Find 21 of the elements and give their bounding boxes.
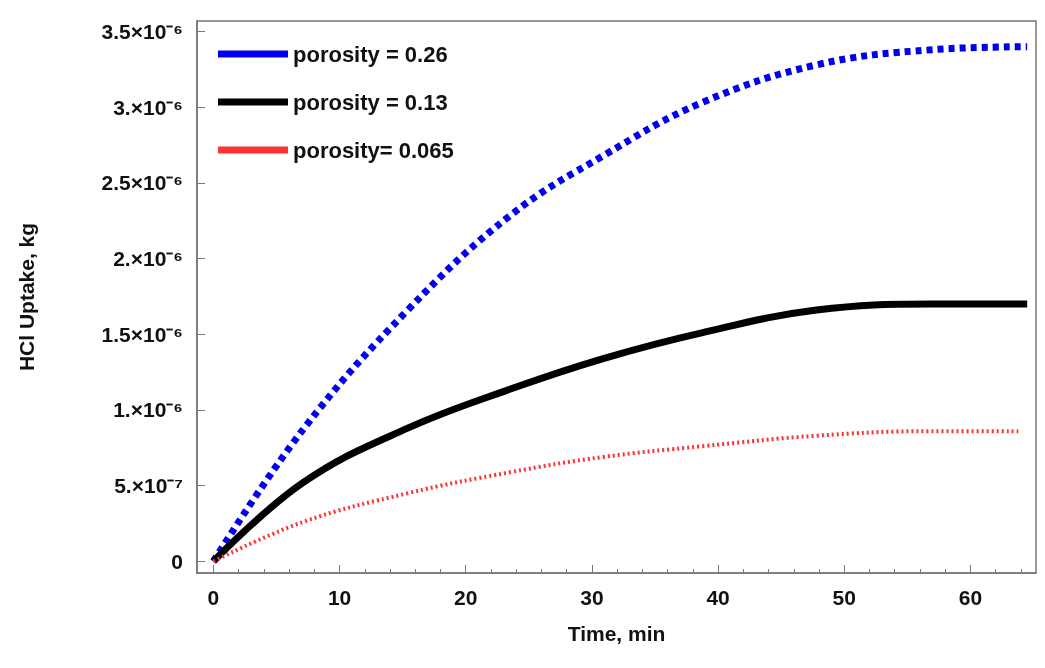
y-tick-label: 0 xyxy=(171,549,183,573)
y-tick-label: 1.5×10⁻⁶ xyxy=(101,322,183,346)
y-tick-label: 2.5×10⁻⁶ xyxy=(101,171,183,195)
y-tick-label: 3.×10⁻⁶ xyxy=(113,95,183,119)
x-tick-label: 40 xyxy=(706,586,730,609)
y-tick-label: 1.×10⁻⁶ xyxy=(113,398,183,422)
x-tick-label: 30 xyxy=(580,586,604,609)
x-tick-label: 50 xyxy=(832,586,856,609)
x-tick-label: 60 xyxy=(958,586,983,609)
x-tick-label: 0 xyxy=(207,586,220,609)
x-tick-label: 20 xyxy=(454,586,478,609)
y-tick-label: 2.×10⁻⁶ xyxy=(113,247,183,271)
y-axis-title: HCl Uptake, kg xyxy=(15,222,38,372)
legend-label: porosity = 0.26 xyxy=(293,41,448,67)
x-tick-label: 10 xyxy=(327,586,352,609)
x-axis-title: Time, min xyxy=(567,622,666,645)
y-tick-label: 3.5×10⁻⁶ xyxy=(101,20,183,44)
line-series xyxy=(211,429,1021,564)
legend-label: porosity = 0.13 xyxy=(293,89,448,115)
legend-label: porosity= 0.065 xyxy=(293,137,454,163)
y-tick-label: 5.×10⁻⁷ xyxy=(114,474,183,498)
